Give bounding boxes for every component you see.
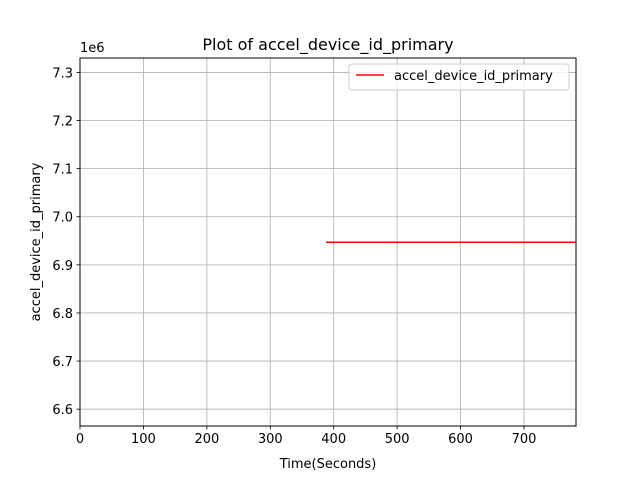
y-tick-label: 7.1 <box>52 163 73 178</box>
x-tick-label: 600 <box>448 432 473 447</box>
x-tick-label: 100 <box>131 432 156 447</box>
plot-frame <box>79 57 577 427</box>
y-axis-ticks: 6.6 6.7 6.8 6.9 7.0 7.1 7.2 7.3 <box>52 66 80 418</box>
y-offset-text: 1e6 <box>80 41 105 56</box>
legend-label: accel_device_id_primary <box>394 69 553 84</box>
x-tick-label: 0 <box>76 432 84 447</box>
x-tick-label: 500 <box>385 432 410 447</box>
y-tick-label: 6.8 <box>52 307 73 322</box>
legend-box <box>348 63 570 91</box>
y-tick-label: 6.6 <box>52 403 73 418</box>
y-tick-label: 7.0 <box>52 211 73 226</box>
chart-title: Plot of accel_device_id_primary <box>202 35 453 55</box>
y-tick-label: 6.7 <box>52 355 73 370</box>
y-tick-label: 7.2 <box>52 115 73 130</box>
y-tick-label: 6.9 <box>52 259 73 274</box>
y-axis-label: accel_device_id_primary <box>29 162 44 321</box>
y-tick-label: 7.3 <box>52 66 73 81</box>
grid <box>79 58 576 426</box>
x-tick-label: 200 <box>194 432 219 447</box>
x-tick-label: 700 <box>512 432 537 447</box>
x-axis-ticks: 0 100 200 300 400 500 600 700 <box>76 426 537 447</box>
x-tick-label: 300 <box>258 432 283 447</box>
x-axis-label: Time(Seconds) <box>279 457 377 472</box>
x-tick-label: 400 <box>321 432 346 447</box>
legend: accel_device_id_primary <box>348 63 570 91</box>
